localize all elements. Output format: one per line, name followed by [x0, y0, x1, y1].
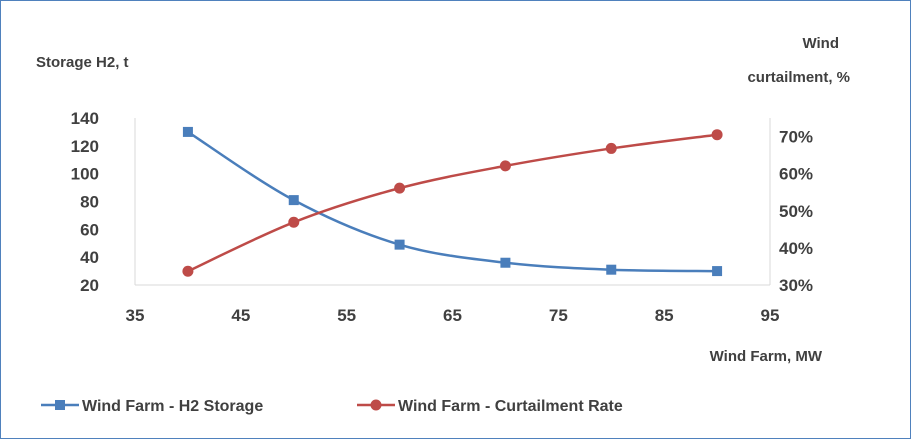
legend-label-h2-storage: Wind Farm - H2 Storage — [82, 398, 263, 415]
left-tick-label: 140 — [71, 109, 99, 128]
data-point-circle — [711, 129, 723, 141]
data-point-circle — [182, 265, 194, 277]
left-tick-label: 100 — [71, 165, 99, 184]
right-tick-labels: 30% 40% 50% 60% 70% — [779, 128, 813, 295]
x-tick-label: 65 — [443, 306, 462, 325]
legend-marker-square — [55, 400, 65, 410]
data-point-circle — [288, 216, 300, 228]
series-line — [187, 133, 718, 273]
series-line — [187, 130, 718, 273]
data-point-circle — [499, 160, 511, 172]
right-tick-label: 30% — [779, 276, 813, 295]
data-point-square — [712, 266, 723, 277]
data-point-circle — [394, 182, 406, 194]
x-tick-labels: 35 45 55 65 75 85 95 — [126, 306, 780, 325]
series-h2-storage — [182, 126, 723, 277]
x-tick-label: 95 — [761, 306, 780, 325]
left-tick-label: 80 — [80, 193, 99, 212]
series-curtailment-rate — [182, 129, 723, 277]
data-point-square — [606, 264, 617, 275]
right-tick-label: 40% — [779, 239, 813, 258]
x-axis-title: Wind Farm, MW — [710, 348, 823, 365]
right-axis-title-line-2: curtailment, % — [747, 69, 850, 86]
x-tick-label: 45 — [231, 306, 250, 325]
x-tick-label: 75 — [549, 306, 568, 325]
right-tick-label: 60% — [779, 165, 813, 184]
left-tick-label: 120 — [71, 137, 99, 156]
legend: Wind Farm - H2 Storage Wind Farm - Curta… — [41, 398, 623, 415]
legend-item-h2-storage: Wind Farm - H2 Storage — [41, 398, 263, 415]
data-point-square — [288, 195, 299, 206]
data-point-square — [394, 239, 405, 250]
legend-label-curtailment: Wind Farm - Curtailment Rate — [398, 398, 623, 415]
axes — [134, 118, 771, 286]
legend-item-curtailment: Wind Farm - Curtailment Rate — [357, 398, 623, 415]
data-point-square — [182, 126, 193, 137]
x-tick-label: 55 — [337, 306, 356, 325]
data-point-square — [500, 257, 511, 268]
left-tick-label: 60 — [80, 220, 99, 239]
x-tick-label: 35 — [126, 306, 145, 325]
data-point-circle — [605, 142, 617, 154]
x-tick-label: 85 — [655, 306, 674, 325]
left-tick-labels: 20 40 60 80 100 120 140 — [71, 109, 99, 295]
legend-marker-circle — [370, 399, 382, 411]
right-tick-label: 50% — [779, 202, 813, 221]
right-tick-label: 70% — [779, 128, 813, 147]
left-tick-label: 40 — [80, 248, 99, 267]
left-axis-title: Storage H2, t — [36, 54, 129, 71]
right-axis-title-line-1: Wind — [802, 35, 839, 52]
left-tick-label: 20 — [80, 276, 99, 295]
series-layer — [182, 126, 723, 277]
